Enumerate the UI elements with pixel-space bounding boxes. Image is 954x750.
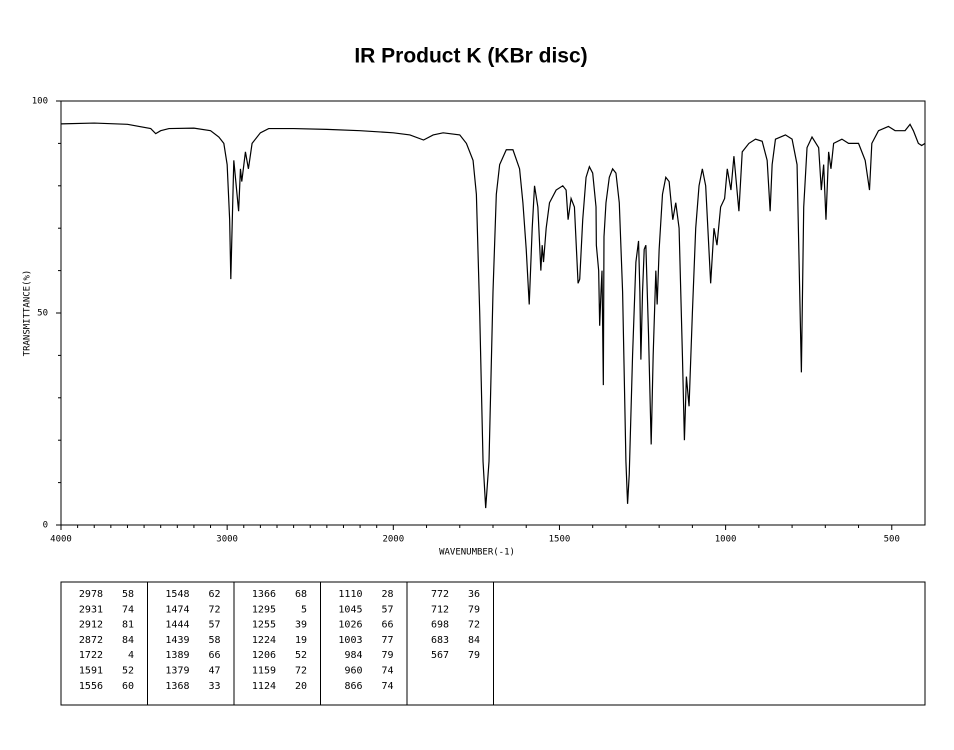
peak-transmittance: 57 (208, 620, 220, 631)
peak-wavenumber: 2872 (79, 635, 103, 646)
peak-wavenumber: 1026 (338, 620, 362, 631)
peak-wavenumber: 2931 (79, 604, 103, 615)
peak-transmittance: 47 (208, 666, 220, 677)
peak-transmittance: 81 (122, 620, 134, 631)
peak-transmittance: 79 (468, 650, 480, 661)
x-axis-label: WAVENUMBER(-1) (439, 548, 515, 558)
peak-transmittance: 74 (381, 681, 393, 692)
peak-transmittance: 58 (208, 635, 220, 646)
peak-transmittance: 36 (468, 589, 480, 600)
peak-wavenumber: 1366 (252, 589, 276, 600)
peak-transmittance: 72 (208, 604, 220, 615)
peak-wavenumber: 1159 (252, 666, 276, 677)
peak-wavenumber: 866 (344, 681, 362, 692)
peak-transmittance: 66 (208, 650, 220, 661)
peak-wavenumber: 2978 (79, 589, 103, 600)
peak-wavenumber: 1444 (165, 620, 189, 631)
peak-wavenumber: 1045 (338, 604, 362, 615)
y-tick-label: 50 (37, 309, 48, 319)
spectrum-line (60, 122, 926, 509)
peak-wavenumber: 567 (431, 650, 449, 661)
peak-wavenumber: 1124 (252, 681, 276, 692)
x-tick-label: 4000 (50, 535, 72, 545)
peak-wavenumber: 960 (344, 666, 362, 677)
peak-wavenumber: 1474 (165, 604, 189, 615)
peak-transmittance: 33 (208, 681, 220, 692)
peak-transmittance: 5 (301, 604, 307, 615)
peak-transmittance: 19 (295, 635, 307, 646)
peak-transmittance: 66 (381, 620, 393, 631)
x-tick-label: 1500 (549, 535, 571, 545)
peak-transmittance: 28 (381, 589, 393, 600)
peak-wavenumber: 1295 (252, 604, 276, 615)
peak-wavenumber: 1379 (165, 666, 189, 677)
peak-transmittance: 52 (122, 666, 134, 677)
peak-wavenumber: 712 (431, 604, 449, 615)
peak-transmittance: 62 (208, 589, 220, 600)
peak-wavenumber: 1110 (338, 589, 362, 600)
peak-transmittance: 77 (381, 635, 393, 646)
peak-wavenumber: 683 (431, 635, 449, 646)
peak-transmittance: 57 (381, 604, 393, 615)
peak-transmittance: 84 (122, 635, 134, 646)
peak-transmittance: 39 (295, 620, 307, 631)
chart-title: IR Product K (KBr disc) (354, 45, 587, 68)
peak-wavenumber: 698 (431, 620, 449, 631)
peak-transmittance: 72 (295, 666, 307, 677)
y-tick-label: 0 (43, 521, 48, 531)
peak-wavenumber: 1224 (252, 635, 276, 646)
y-axis-label: TRANSMITTANCE(%) (23, 270, 33, 357)
peak-wavenumber: 1548 (165, 589, 189, 600)
peak-transmittance: 20 (295, 681, 307, 692)
x-tick-label: 2000 (382, 535, 404, 545)
y-tick-label: 100 (32, 97, 48, 107)
peak-transmittance: 72 (468, 620, 480, 631)
peak-wavenumber: 1439 (165, 635, 189, 646)
peak-wavenumber: 1206 (252, 650, 276, 661)
x-tick-label: 3000 (216, 535, 238, 545)
peak-transmittance: 68 (295, 589, 307, 600)
peak-transmittance: 4 (128, 650, 134, 661)
peak-wavenumber: 1003 (338, 635, 362, 646)
peak-wavenumber: 2912 (79, 620, 103, 631)
peak-transmittance: 52 (295, 650, 307, 661)
peak-transmittance: 79 (381, 650, 393, 661)
peak-wavenumber: 1389 (165, 650, 189, 661)
x-tick-label: 1000 (715, 535, 737, 545)
peak-wavenumber: 984 (344, 650, 362, 661)
peak-transmittance: 74 (122, 604, 134, 615)
peak-wavenumber: 1722 (79, 650, 103, 661)
peak-wavenumber: 1255 (252, 620, 276, 631)
x-tick-label: 500 (884, 535, 900, 545)
peak-wavenumber: 1368 (165, 681, 189, 692)
peak-wavenumber: 772 (431, 589, 449, 600)
peak-wavenumber: 1591 (79, 666, 103, 677)
peak-wavenumber: 1556 (79, 681, 103, 692)
peak-transmittance: 79 (468, 604, 480, 615)
peak-transmittance: 84 (468, 635, 480, 646)
peak-transmittance: 74 (381, 666, 393, 677)
peak-transmittance: 60 (122, 681, 134, 692)
peak-transmittance: 58 (122, 589, 134, 600)
